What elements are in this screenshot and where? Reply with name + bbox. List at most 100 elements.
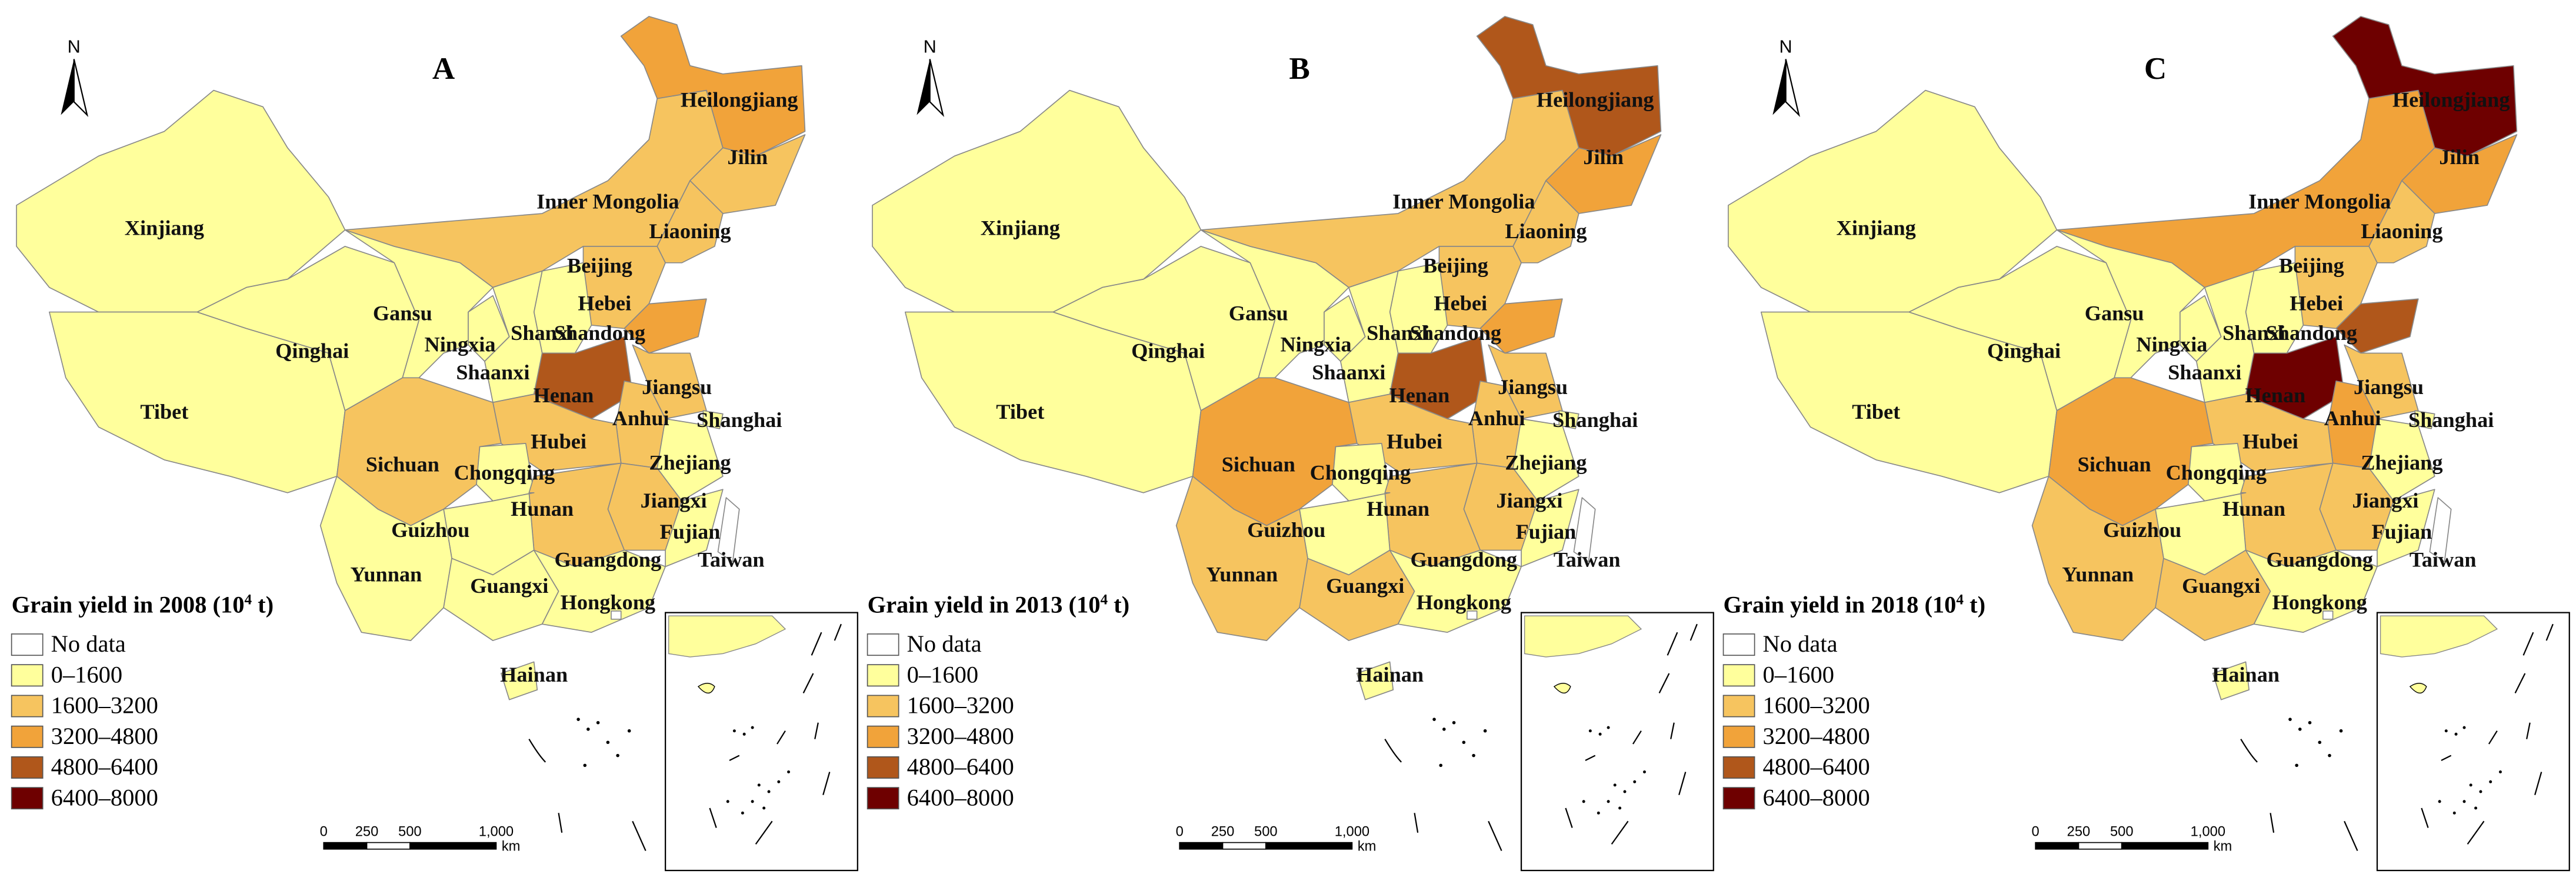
island bbox=[616, 753, 619, 757]
province-label: Shanxi bbox=[511, 321, 574, 345]
province-label: Hainan bbox=[500, 663, 568, 686]
province-label: Jilin bbox=[727, 145, 768, 169]
province bbox=[2335, 298, 2419, 354]
inset-land bbox=[2380, 615, 2498, 658]
province-label: Zhejiang bbox=[1505, 451, 1587, 475]
legend-title-prefix: Grain yield in 2008 (10 bbox=[12, 592, 245, 618]
island bbox=[2308, 720, 2312, 725]
legend-label: 4800–6400 bbox=[51, 753, 158, 780]
province-label: Guangxi bbox=[1326, 574, 1404, 598]
legend-title-prefix: Grain yield in 2013 (10 bbox=[868, 592, 1101, 618]
province-label: Xinjiang bbox=[981, 216, 1060, 239]
province-label: Inner Mongolia bbox=[536, 190, 679, 213]
province-label: Heilongjiang bbox=[681, 88, 798, 111]
province-label: Shanghai bbox=[2408, 408, 2494, 432]
inset-island-dot bbox=[2438, 800, 2441, 803]
legend-label: 6400–8000 bbox=[1763, 784, 1870, 810]
province-label: Inner Mongolia bbox=[1392, 190, 1535, 213]
province-label: Tibet bbox=[996, 400, 1044, 423]
legend-label: 3200–4800 bbox=[907, 723, 1014, 749]
scale-tick-label: 500 bbox=[2110, 824, 2134, 839]
legend-swatch bbox=[867, 787, 899, 810]
island bbox=[1432, 718, 1436, 721]
panel-letter: B bbox=[1289, 52, 1309, 86]
legend-swatch bbox=[867, 725, 899, 748]
inset-island bbox=[2409, 683, 2427, 694]
province-label: Jiangxi bbox=[641, 489, 707, 512]
legend-swatch bbox=[1722, 695, 1755, 718]
legend-swatch bbox=[867, 695, 899, 718]
legend-title-prefix: Grain yield in 2018 (10 bbox=[1724, 592, 1957, 618]
province bbox=[620, 16, 806, 157]
north-label: N bbox=[1779, 36, 1792, 56]
inset-island-dot bbox=[787, 770, 791, 774]
inset-island-dot bbox=[2462, 726, 2466, 729]
inset-island-dot bbox=[777, 780, 781, 783]
inset-island-dot bbox=[2452, 811, 2456, 815]
inset-island-dot bbox=[2489, 780, 2492, 783]
province bbox=[1512, 418, 1579, 502]
scale-tick-label: 1,000 bbox=[1335, 824, 1369, 839]
province-label: Sichuan bbox=[2078, 452, 2151, 476]
province-label: Fujian bbox=[1516, 520, 1577, 543]
inset-island-dot bbox=[1598, 732, 1602, 736]
province bbox=[665, 489, 724, 568]
map-panel: Xinjiang Tibet Qinghai Gansu Inner Mongolia H… bbox=[11, 16, 858, 872]
inset-island-dot bbox=[751, 726, 754, 729]
province-label: Jilin bbox=[2439, 145, 2480, 169]
province-label: Jiangxi bbox=[1497, 489, 1563, 512]
province-label: Shanghai bbox=[1552, 408, 1638, 432]
province-label: Ningxia bbox=[1280, 333, 1351, 356]
island bbox=[2298, 728, 2302, 731]
legend-label: 3200–4800 bbox=[51, 723, 158, 749]
province bbox=[1389, 549, 1522, 633]
legend-swatch bbox=[867, 633, 899, 656]
inset-island-dot bbox=[2469, 783, 2472, 787]
legend-label: 3200–4800 bbox=[1763, 723, 1870, 749]
province-label: Guizhou bbox=[1247, 518, 1325, 542]
panel-letter: A bbox=[432, 52, 455, 86]
province bbox=[1558, 410, 1579, 429]
province bbox=[2332, 16, 2518, 157]
scale-segment bbox=[1265, 842, 1353, 850]
province-label: Liaoning bbox=[2361, 219, 2442, 243]
province-label: Yunnan bbox=[1206, 563, 1278, 586]
north-arrow bbox=[917, 59, 930, 115]
province-label: Heilongjiang bbox=[2392, 88, 2510, 111]
province-label: Hebei bbox=[1434, 292, 1487, 315]
inset-island-dot bbox=[2454, 732, 2458, 736]
province bbox=[702, 410, 724, 429]
inset-island-dot bbox=[1633, 780, 1637, 783]
province-label: Tibet bbox=[140, 400, 188, 423]
province-label: Jiangsu bbox=[1498, 375, 1568, 399]
province-label: Sichuan bbox=[1222, 452, 1295, 476]
province bbox=[657, 418, 724, 502]
province-label: Beijing bbox=[1423, 254, 1488, 278]
province bbox=[2212, 661, 2250, 700]
province bbox=[2368, 418, 2435, 502]
legend-title-suffix: t) bbox=[1964, 592, 1985, 618]
inset-island-dot bbox=[762, 806, 766, 810]
inset-island-dot bbox=[2462, 800, 2466, 803]
scale-tick-label: 250 bbox=[355, 824, 379, 839]
scale-segment bbox=[2035, 842, 2080, 850]
province bbox=[1356, 661, 1394, 700]
inset-island bbox=[1553, 683, 1571, 694]
province-label: Anhui bbox=[2324, 406, 2381, 430]
legend-swatch bbox=[11, 725, 44, 748]
province-label: Guangdong bbox=[2266, 548, 2373, 571]
province-label: Taiwan bbox=[1554, 548, 1621, 571]
province bbox=[533, 549, 666, 633]
province bbox=[1573, 497, 1596, 562]
province-label: Guizhou bbox=[391, 518, 469, 542]
scale-tick-label: 250 bbox=[1211, 824, 1235, 839]
province-label: Guangdong bbox=[1411, 548, 1518, 571]
inset-island-dot bbox=[2444, 729, 2448, 733]
inset-island-dot bbox=[1588, 729, 1592, 733]
legend-swatch bbox=[1722, 756, 1755, 779]
province-label: Gansu bbox=[373, 302, 432, 325]
scale-tick-label: 500 bbox=[1254, 824, 1278, 839]
province-label: Qinghai bbox=[1987, 339, 2061, 363]
province-label: Beijing bbox=[567, 254, 632, 278]
